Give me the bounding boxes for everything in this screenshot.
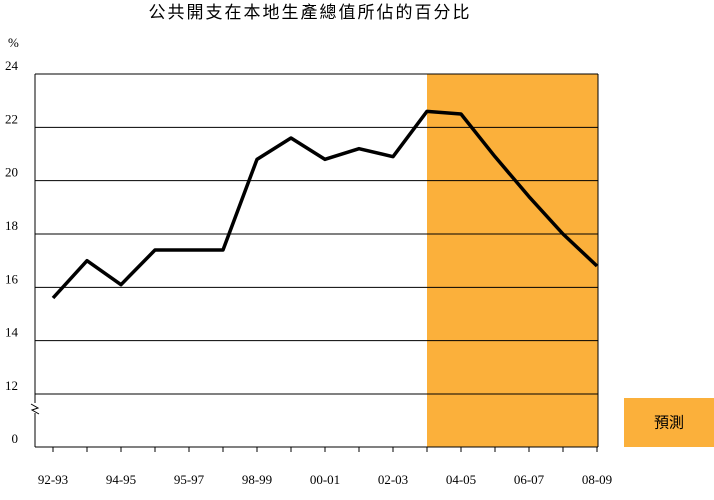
x-tick-label: 06-07	[514, 472, 545, 487]
x-tick-label: 04-05	[446, 472, 476, 487]
forecast-region	[427, 74, 598, 447]
x-tick-label: 00-01	[310, 472, 340, 487]
x-tick-label: 98-99	[242, 472, 272, 487]
x-tick-label: 08-09	[582, 472, 612, 487]
y-tick-label: 14	[5, 325, 19, 340]
y-tick-label: 24	[5, 58, 19, 73]
y-tick-label: 20	[5, 165, 18, 180]
x-tick-label: 94-95	[106, 472, 136, 487]
forecast-legend-label: 預測	[654, 414, 684, 431]
y-tick-label: 22	[5, 111, 18, 126]
chart-title: 公共開支在本地生產總值所佔的百分比	[149, 3, 472, 22]
axis-break-gap	[31, 403, 39, 413]
y-tick-label: 12	[5, 378, 18, 393]
x-tick-label: 95-97	[174, 472, 205, 487]
forecast-legend-box	[624, 398, 714, 447]
y-tick-label: 0	[12, 431, 19, 446]
data-line	[51, 109, 599, 300]
y-tick-label: 16	[5, 271, 19, 286]
y-tick-label: 18	[5, 218, 18, 233]
x-tick-label: 92-93	[38, 472, 68, 487]
y-axis-label: %	[8, 35, 19, 50]
x-tick-label: 02-03	[378, 472, 408, 487]
axis-break	[30, 403, 40, 415]
